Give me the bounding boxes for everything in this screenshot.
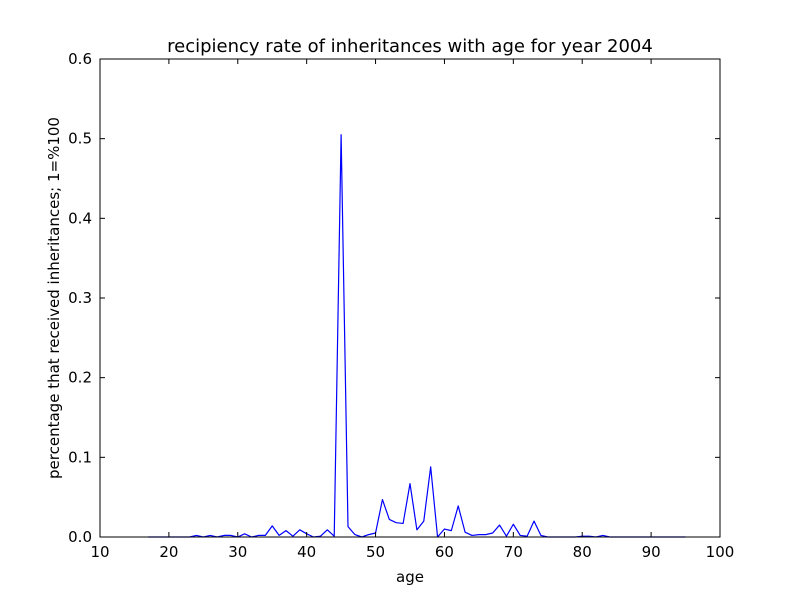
data-point <box>416 529 417 530</box>
data-point <box>279 535 280 536</box>
x-axis-title: age <box>396 568 424 586</box>
data-point <box>444 528 445 529</box>
data-point <box>285 530 286 531</box>
x-tick-label: 40 <box>297 543 316 561</box>
x-tick-label: 50 <box>366 543 385 561</box>
tick-layer: 10 20 30 40 50 60 70 80 90 100 0.0 0.1 0.2 0.3 0.4 0.5 0… <box>68 50 734 561</box>
data-point <box>341 134 342 135</box>
data-point <box>230 535 231 536</box>
data-point <box>471 535 472 536</box>
x-tick-label: 80 <box>573 543 592 561</box>
x-tick-label: 90 <box>642 543 661 561</box>
data-point <box>382 499 383 500</box>
data-point <box>458 505 459 506</box>
data-point <box>430 466 431 467</box>
data-point <box>347 526 348 527</box>
chart-title: recipiency rate of inheritances with age… <box>167 36 653 57</box>
data-point <box>265 535 266 536</box>
data-point <box>485 534 486 535</box>
y-tick-label: 0.4 <box>68 209 92 227</box>
data-point <box>389 519 390 520</box>
y-tick-label: 0.1 <box>68 448 92 466</box>
data-point <box>223 535 224 536</box>
data-point <box>258 535 259 536</box>
y-axis-title: percentage that received inheritances; 1… <box>45 117 63 479</box>
y-tick-label: 0.6 <box>68 50 92 68</box>
data-point <box>423 520 424 521</box>
x-tick-label: 100 <box>706 543 735 561</box>
data-point <box>196 535 197 536</box>
data-point <box>403 523 404 524</box>
data-point <box>520 535 521 536</box>
data-point <box>533 520 534 521</box>
data-point <box>368 534 369 535</box>
data-point <box>602 535 603 536</box>
x-tick-label: 60 <box>435 543 454 561</box>
data-point <box>396 522 397 523</box>
x-tick-label: 30 <box>228 543 247 561</box>
data-point <box>327 529 328 530</box>
data-point <box>354 534 355 535</box>
data-point <box>499 524 500 525</box>
data-point <box>244 533 245 534</box>
y-tick-label: 0.2 <box>68 369 92 387</box>
y-tick-label: 0.3 <box>68 289 92 307</box>
data-point <box>409 483 410 484</box>
x-tick-label: 10 <box>90 543 109 561</box>
y-tick-label: 0.0 <box>68 528 92 546</box>
y-tick-label: 0.5 <box>68 130 92 148</box>
data-point <box>465 532 466 533</box>
data-point <box>478 534 479 535</box>
data-point <box>299 529 300 530</box>
data-point <box>210 535 211 536</box>
data-point <box>272 525 273 526</box>
data-point <box>451 530 452 531</box>
data-point <box>492 532 493 533</box>
data-point <box>540 535 541 536</box>
x-tick-label: 20 <box>159 543 178 561</box>
data-point <box>513 524 514 525</box>
x-tick-label: 70 <box>504 543 523 561</box>
